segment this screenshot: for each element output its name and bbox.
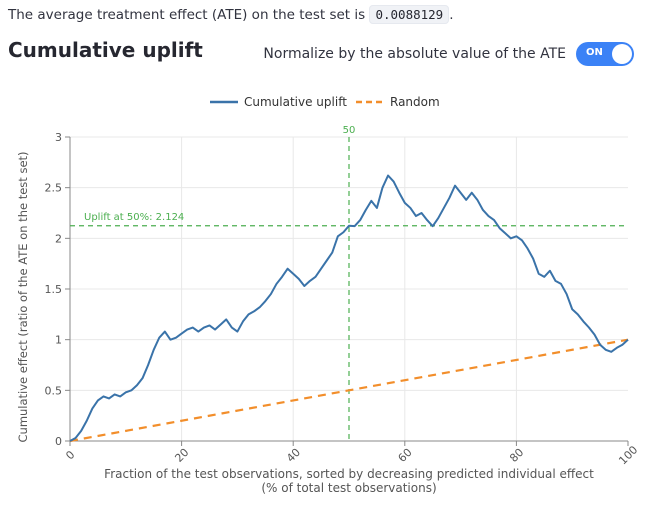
legend-random-label: Random [390, 95, 440, 109]
normalize-toggle-label: Normalize by the absolute value of the A… [263, 46, 566, 62]
ate-statement: The average treatment effect (ATE) on th… [8, 5, 454, 24]
y-tick-label: 1 [55, 334, 62, 347]
cumulative-uplift-series-line [69, 174, 629, 442]
x-tick-label: 100 [616, 443, 640, 467]
normalize-toggle[interactable]: ON [576, 42, 634, 66]
x-tick-label: 80 [507, 446, 526, 465]
y-axis-title: Cumulative effect (ratio of the ATE on t… [16, 151, 30, 442]
y-tick-label: 0.5 [45, 384, 63, 397]
x-tick-label: 40 [284, 446, 303, 465]
toggle-knob[interactable] [612, 44, 632, 64]
ate-value: 0.0088129 [369, 5, 450, 24]
y-tick-label: 1.5 [45, 283, 63, 296]
y-tick-label: 0 [55, 435, 62, 448]
ate-suffix: . [449, 7, 454, 23]
y-tick-label: 2.5 [45, 182, 63, 195]
ate-prefix: The average treatment effect (ATE) on th… [8, 7, 366, 23]
horizontal-marker-label: Uplift at 50%: 2.124 [84, 212, 184, 223]
vertical-marker-label: 50 [343, 125, 356, 136]
legend-uplift-label: Cumulative uplift [244, 95, 347, 109]
x-tick-label: 20 [172, 446, 191, 465]
toggle-state-text: ON [586, 47, 603, 58]
y-tick-label: 3 [55, 131, 62, 144]
normalize-toggle-row: Normalize by the absolute value of the A… [263, 42, 634, 66]
x-tick-label: 0 [63, 448, 77, 462]
x-axis-subtitle: (% of total test observations) [261, 481, 436, 495]
x-axis-title: Fraction of the test observations, sorte… [104, 467, 594, 481]
section-title: Cumulative uplift [8, 38, 203, 62]
y-tick-label: 2 [55, 232, 62, 245]
x-tick-label: 60 [396, 446, 415, 465]
random-series-line [69, 338, 629, 443]
